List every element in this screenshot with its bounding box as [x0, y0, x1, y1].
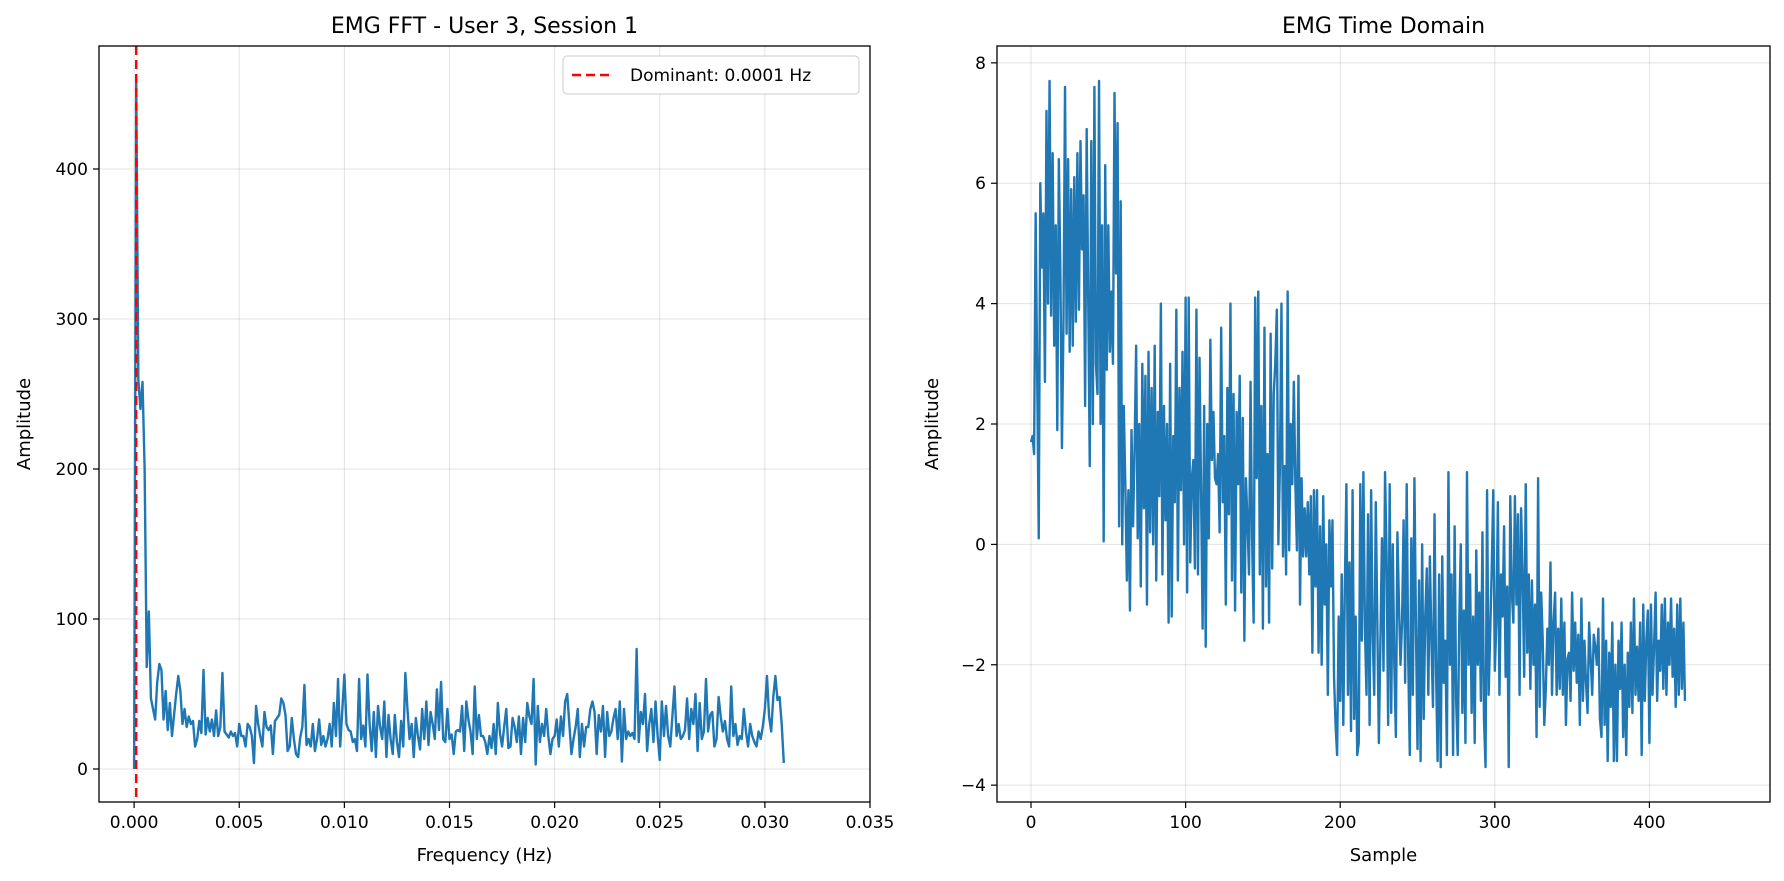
fft-y-tick-label: 400	[56, 160, 88, 180]
fft-x-tick-label: 0.035	[846, 813, 895, 833]
fft-ticks: 0.000 0.005 0.010 0.015 0.020 0.025 0.030 0.035…	[56, 160, 895, 833]
fft-series-line	[132, 77, 785, 770]
time-x-tick-label: 200	[1324, 813, 1356, 833]
fft-legend: Dominant: 0.0001 Hz	[562, 55, 860, 95]
time-x-tick-label: 400	[1633, 813, 1665, 833]
time-y-tick-label: −4	[961, 776, 986, 796]
time-series-line	[1029, 79, 1687, 769]
fft-y-tick-label: 300	[56, 310, 88, 330]
fft-x-tick-label: 0.000	[110, 813, 159, 833]
time-y-tick-label: 6	[975, 174, 986, 194]
time-domain-panel: 0 100 200 300 400 −4 −2 0 2 4 6 8 EMG Time Domain S…	[922, 14, 1771, 866]
time-y-tick-label: 4	[975, 295, 986, 315]
time-x-tick-label: 100	[1169, 813, 1201, 833]
time-y-axis-label: Amplitude	[922, 378, 943, 470]
legend-box	[562, 55, 860, 95]
fft-x-tick-label: 0.010	[320, 813, 369, 833]
time-y-tick-label: 2	[975, 415, 986, 435]
fft-y-axis-label: Amplitude	[14, 378, 35, 470]
fft-x-tick-label: 0.015	[425, 813, 474, 833]
fft-x-tick-label: 0.005	[215, 813, 264, 833]
fft-panel: 0.000 0.005 0.010 0.015 0.020 0.025 0.030 0.035…	[14, 14, 894, 866]
time-x-tick-label: 300	[1479, 813, 1511, 833]
fft-axes-frame	[98, 45, 871, 803]
time-ticks: 0 100 200 300 400 −4 −2 0 2 4 6 8	[961, 54, 1666, 833]
fft-title: EMG FFT - User 3, Session 1	[331, 14, 638, 39]
time-x-tick-label: 0	[1026, 813, 1037, 833]
time-y-tick-label: 0	[975, 535, 986, 555]
time-y-tick-label: −2	[961, 656, 986, 676]
fft-x-tick-label: 0.020	[530, 813, 579, 833]
time-title: EMG Time Domain	[1282, 14, 1485, 39]
fft-grid	[99, 46, 871, 802]
fft-y-tick-label: 0	[77, 760, 88, 780]
fft-x-tick-label: 0.030	[741, 813, 790, 833]
legend-entry-label: Dominant: 0.0001 Hz	[630, 66, 811, 86]
time-x-axis-label: Sample	[1350, 845, 1418, 866]
fft-x-axis-label: Frequency (Hz)	[417, 845, 553, 866]
fft-y-tick-label: 200	[56, 460, 88, 480]
fft-y-tick-label: 100	[56, 610, 88, 630]
time-y-tick-label: 8	[975, 54, 986, 74]
fft-x-tick-label: 0.025	[635, 813, 684, 833]
